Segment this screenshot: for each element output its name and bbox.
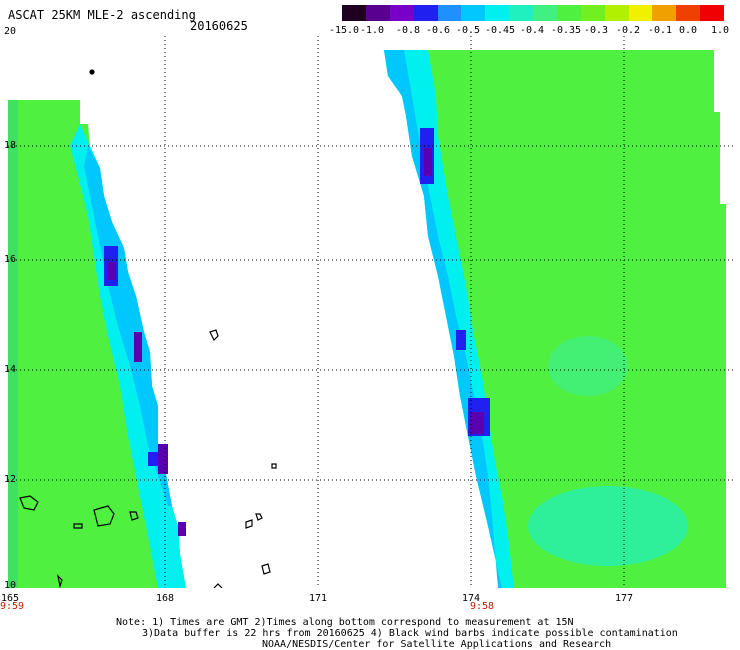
- x-label-174: 174: [461, 593, 481, 604]
- note-line-2: 3)Data buffer is 22 hrs from 20160625 4)…: [142, 628, 678, 639]
- legend-swatch-12: [628, 5, 653, 21]
- y-label-10: 10: [4, 580, 17, 591]
- right-swath: [384, 50, 726, 588]
- y-label-12: 12: [4, 474, 17, 485]
- left-purple-patch-3: [158, 444, 168, 474]
- legend-label: -0.4: [519, 25, 545, 36]
- legend-swatch-14: [676, 5, 701, 21]
- legend-label: -0.45: [484, 25, 516, 36]
- grid-lines: [8, 36, 734, 588]
- color-legend: [342, 5, 724, 21]
- legend-label: -15.0: [328, 25, 360, 36]
- legend-label: -0.35: [550, 25, 582, 36]
- legend-swatch-10: [580, 5, 605, 21]
- legend-swatch-13: [652, 5, 677, 21]
- note-line-1: Note: 1) Times are GMT 2)Times along bot…: [116, 617, 574, 628]
- legend-label: -0.3: [583, 25, 609, 36]
- wind-map: [8, 36, 734, 588]
- y-label-20: 20: [4, 26, 17, 37]
- legend-label: 1.0: [710, 25, 730, 36]
- right-swath-sky: [384, 50, 502, 588]
- legend-swatch-9: [556, 5, 581, 21]
- x-label-177: 177: [614, 593, 634, 604]
- left-swath-sky: [84, 146, 172, 506]
- legend-swatch-4: [437, 5, 462, 21]
- legend-label: -1.0: [359, 25, 385, 36]
- legend-swatch-3: [413, 5, 438, 21]
- time-label-left: 9:59: [0, 601, 25, 612]
- y-label-14: 14: [4, 364, 17, 375]
- x-label-165: 165: [0, 593, 20, 604]
- legend-swatch-8: [533, 5, 557, 21]
- right-purple-patch-1: [424, 148, 432, 176]
- legend-labels: -15.0 -1.0 -0.8 -0.6 -0.5 -0.45 -0.4 -0.35 -0.3-…: [328, 25, 730, 37]
- legend-swatch-2: [389, 5, 414, 21]
- left-purple-patch-1: [108, 262, 116, 280]
- left-swath-strip: [8, 100, 18, 588]
- legend-swatch-11: [604, 5, 629, 21]
- right-purple-patch-2: [470, 412, 484, 434]
- left-blue-patch-2: [148, 452, 158, 466]
- island-outlines: [19, 69, 277, 588]
- legend-label: -0.1: [647, 25, 673, 36]
- left-purple-patch-4: [178, 522, 186, 536]
- legend-swatch-0: [342, 5, 366, 21]
- time-label-right: 9:58: [469, 601, 495, 612]
- x-label-171: 171: [308, 593, 328, 604]
- map-title: ASCAT 25KM MLE-2 ascending: [8, 8, 196, 22]
- right-blue-patch-3: [456, 330, 466, 350]
- legend-label: -0.2: [615, 25, 641, 36]
- legend-label: 0.0: [678, 25, 698, 36]
- right-aqua-area-1: [528, 486, 688, 566]
- legend-swatch-1: [365, 5, 390, 21]
- left-purple-patch-2: [134, 332, 142, 362]
- note-line-3: NOAA/NESDIS/Center for Satellite Applica…: [262, 639, 612, 650]
- map-date: 20160625: [190, 19, 248, 33]
- legend-swatch-7: [509, 5, 533, 21]
- legend-label: -0.8: [395, 25, 421, 36]
- y-label-16: 16: [4, 254, 17, 265]
- legend-swatch-15: [700, 5, 724, 21]
- legend-label: -0.5: [455, 25, 481, 36]
- legend-label: -0.6: [425, 25, 451, 36]
- legend-swatch-6: [485, 5, 510, 21]
- y-label-18: 18: [4, 140, 17, 151]
- right-aqua-area-2: [548, 336, 628, 396]
- x-label-168: 168: [155, 593, 175, 604]
- legend-swatch-5: [461, 5, 486, 21]
